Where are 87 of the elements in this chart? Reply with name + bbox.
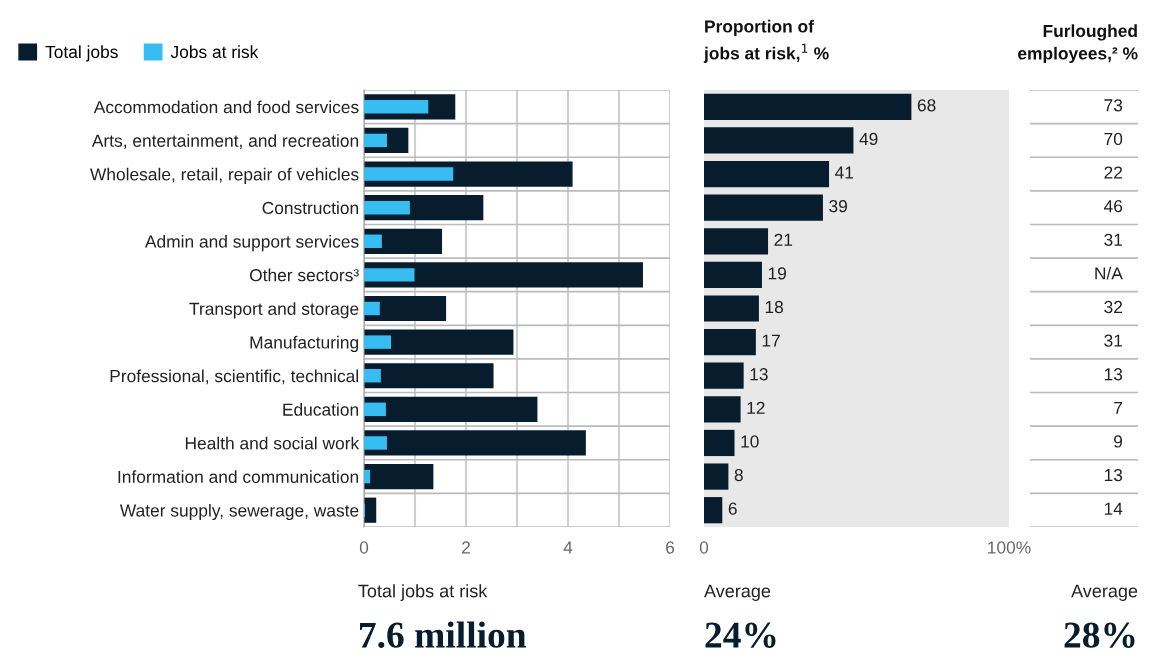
y-tick-label: Accommodation and food services (93, 100, 359, 114)
text: 73 (1104, 99, 1123, 112)
y-tick-label: Professional, scientific, technical (110, 369, 358, 385)
bar (704, 127, 854, 154)
text: 32 (1104, 300, 1123, 314)
bar (364, 469, 371, 484)
bar (364, 363, 494, 389)
data-label: 68 (917, 99, 936, 112)
legend-label: Jobs at risk (170, 45, 259, 59)
bar (364, 301, 380, 316)
text: 13 (1104, 468, 1123, 482)
y-tick-label: Other sectors³ (249, 268, 359, 282)
y-tick-label: Information and communication (118, 470, 359, 484)
bar (704, 160, 830, 188)
bar (364, 402, 386, 417)
data-label: 18 (765, 300, 784, 314)
text: 7.6 million (360, 621, 527, 648)
x-tick-label: 100% (988, 541, 1031, 554)
data-label: 21 (774, 233, 793, 246)
data-label: 17 (762, 334, 780, 347)
x-tick-label: 6 (666, 541, 675, 554)
x-tick-label: 0 (359, 541, 369, 554)
bar (364, 396, 538, 422)
text: 14 (1104, 502, 1123, 515)
bar (704, 295, 759, 322)
bar (704, 497, 723, 524)
bar (364, 200, 410, 215)
data-label: 39 (829, 200, 847, 213)
y-tick-label: Water supply, sewerage, waste (119, 503, 359, 521)
bar (364, 497, 377, 523)
text: N/A (1095, 266, 1123, 280)
bar (704, 228, 769, 255)
bar (364, 167, 454, 181)
y-tick-label: Admin and support services (144, 234, 359, 252)
bar (364, 436, 387, 450)
text: 31 (1104, 334, 1123, 347)
y-tick-label: Transport and storage (189, 302, 359, 319)
data-label: 13 (750, 368, 768, 381)
bar (704, 362, 744, 389)
text: Furloughed employees,² % (1018, 24, 1138, 64)
bar (364, 262, 643, 288)
bar (704, 429, 735, 457)
text: Total jobs at risk (358, 584, 488, 601)
data-label: 6 (728, 502, 737, 515)
y-tick-label: Manufacturing (250, 335, 359, 353)
bar (704, 463, 729, 490)
bar (364, 133, 387, 148)
bar (704, 194, 823, 221)
text: Average (1071, 584, 1138, 601)
y-tick-label: Arts, entertainment, and recreation (91, 134, 359, 149)
bar (364, 430, 586, 456)
bar (704, 93, 912, 120)
data-label: 12 (747, 401, 765, 414)
data-label: 19 (768, 267, 786, 280)
bar (364, 100, 429, 114)
x-tick-label: 4 (563, 541, 573, 554)
y-tick-label: Wholesale, retail, repair of vehicles (90, 167, 359, 184)
data-label: 10 (741, 435, 759, 448)
bar (704, 261, 762, 288)
x-tick-label: 0 (699, 541, 709, 554)
bar (364, 463, 434, 490)
y-tick-label: Education (283, 403, 359, 416)
data-label: 8 (734, 468, 743, 482)
text: 9 (1114, 435, 1123, 448)
bar (364, 329, 514, 355)
y-tick-label: Construction (262, 201, 359, 215)
text: 31 (1104, 233, 1123, 246)
text: 46 (1103, 200, 1123, 213)
text: 13 (1104, 368, 1123, 381)
text: 70 (1104, 132, 1123, 146)
bar (364, 369, 381, 383)
y-tick-label: Health and social work (185, 436, 360, 450)
legend-label: Total jobs (45, 45, 118, 62)
data-label: 49 (859, 132, 878, 146)
bar (364, 335, 392, 349)
text: 22 (1104, 166, 1123, 179)
chart-title: Proportion of jobs at risk,$^{1}$ % (703, 19, 829, 63)
bar (364, 234, 382, 248)
data-label: 41 (835, 166, 854, 179)
text: 24% (705, 622, 776, 648)
bar (704, 329, 756, 356)
text: Average (704, 584, 771, 601)
bar (364, 268, 415, 282)
text: 7 (1114, 401, 1123, 414)
x-tick-label: 2 (462, 541, 470, 554)
bar (704, 396, 741, 423)
text: 28% (1064, 622, 1135, 648)
